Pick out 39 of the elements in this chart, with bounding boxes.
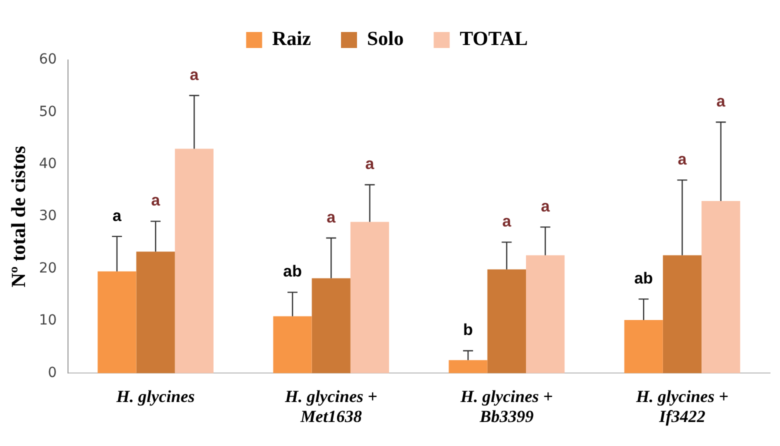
bar — [487, 269, 526, 374]
bar — [702, 200, 740, 374]
bar — [350, 222, 390, 374]
annotation: a — [112, 208, 122, 225]
y-tick-label: 0 — [48, 364, 57, 381]
y-tick-label: 40 — [38, 156, 57, 172]
y-axis-title: Nº total de cistos — [8, 146, 30, 288]
annotation: ab — [283, 264, 302, 281]
y-tick-label: 50 — [38, 104, 57, 120]
bar — [136, 252, 175, 374]
annotation: a — [502, 214, 512, 231]
legend-label: Raiz — [272, 28, 312, 50]
annotation: a — [190, 66, 199, 84]
annotation: a — [540, 198, 550, 216]
y-tick-label: 30 — [38, 208, 57, 224]
annotation: ab — [634, 270, 654, 288]
legend-label: TOTAL — [460, 28, 528, 50]
bar — [174, 148, 214, 374]
bar — [312, 278, 350, 374]
bar — [98, 271, 136, 374]
bar — [526, 255, 565, 374]
annotation: a — [716, 94, 726, 111]
x-tick-label: H. glycines — [115, 386, 196, 406]
annotation: a — [365, 156, 374, 174]
x-tick-label: H. glycines + Met1638 — [284, 386, 378, 426]
annotation: b — [463, 322, 474, 340]
y-tick-label: 60 — [38, 52, 57, 68]
annotation: a — [326, 209, 336, 226]
bar — [448, 360, 488, 374]
y-tick-label: 20 — [38, 260, 57, 276]
x-tick-label: H. glycines + Bb3399 — [460, 386, 553, 426]
x-tick-label: H. glycines + If3422 — [635, 386, 728, 426]
legend-label: Solo — [367, 28, 404, 50]
annotation: a — [678, 151, 687, 168]
bar — [662, 255, 702, 374]
bar — [273, 316, 312, 374]
y-tick-label: 10 — [38, 312, 57, 329]
annotation: a — [151, 192, 160, 210]
bar — [624, 320, 663, 374]
